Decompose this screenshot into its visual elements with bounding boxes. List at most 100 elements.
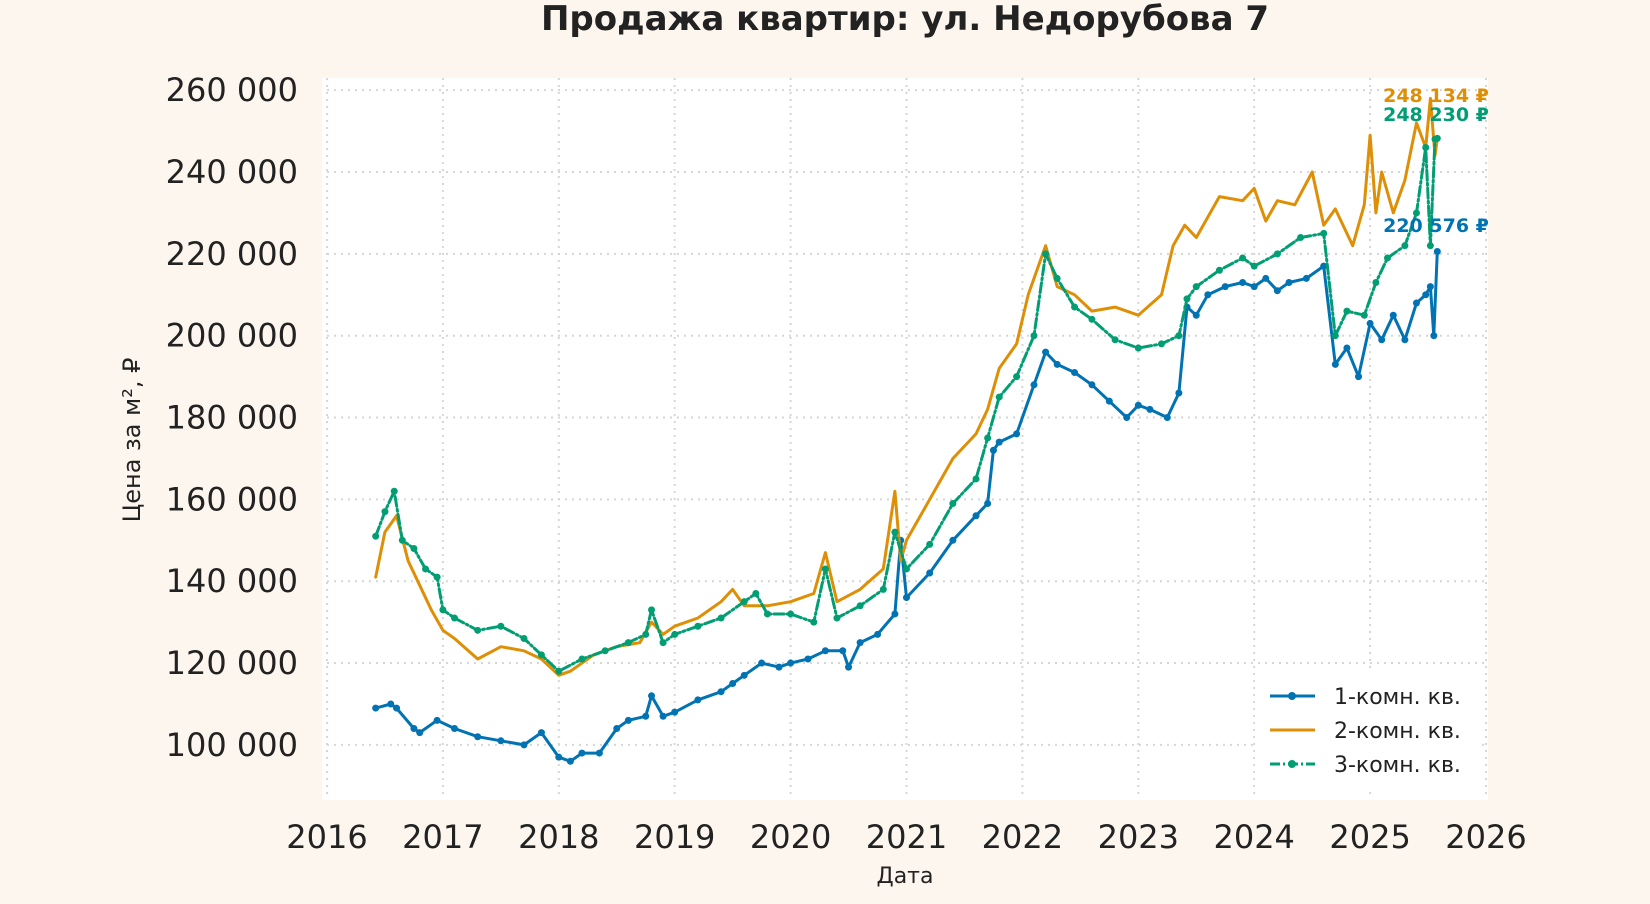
series-layer [372,96,1441,765]
end-label-layer: 220 576 ₽ 248 134 ₽248 230 ₽ [1383,85,1489,237]
series-end-label: 220 576 ₽ [1383,215,1489,237]
series-point [995,393,1003,401]
series-point [1378,336,1386,344]
series-point [601,647,609,655]
series-point [1088,381,1096,389]
series-point [949,536,957,544]
series-point [1042,348,1050,356]
series-end-label: 248 134 ₽ [1383,85,1489,107]
series-point [1013,373,1021,381]
y-tick-label: 120 000 [166,644,298,682]
y-axis-label: Цена за м², ₽ [118,358,146,523]
series-point [926,569,934,577]
series-point [433,573,441,581]
series-point [1239,254,1247,262]
series-point [520,635,528,643]
series-point [595,749,603,757]
series-point [845,663,853,671]
x-tick-label: 2020 [750,818,831,856]
series-point [752,589,760,597]
series-point [450,614,458,622]
series-point [1192,283,1200,291]
series-point [758,659,766,667]
x-tick-label: 2018 [518,818,599,856]
series-point [1302,274,1310,282]
series-point [1320,262,1328,270]
series-point [804,655,812,663]
legend-entry-label: 3-комн. кв. [1334,753,1461,778]
series-point [1013,430,1021,438]
series-line [374,136,1439,673]
series-point [474,733,482,741]
series-point [1030,332,1038,340]
chart-title: Продажа квартир: ул. Недорубова 7 [541,0,1269,39]
legend: 1-комн. кв. 2-комн. кв. 3-комн. кв. [1255,673,1477,788]
legend-entry-label: 2-комн. кв. [1334,719,1461,744]
series-point [410,544,418,552]
y-tick-label: 140 000 [166,562,298,600]
series-point [1175,332,1183,340]
series-point [642,630,650,638]
x-tick-label: 2016 [286,818,367,856]
series-point [1355,373,1363,381]
series-point [995,438,1003,446]
y-tick-label: 260 000 [166,71,298,109]
series-point [1331,360,1339,368]
series-point [387,700,395,708]
series-point [1250,262,1258,270]
series-end-label: 248 230 ₽ [1383,104,1489,126]
series-point [856,602,864,610]
series-point [694,622,702,630]
series-point [433,716,441,724]
series-point [1134,344,1142,352]
series-point [422,565,430,573]
series-point [740,671,748,679]
series-point [1285,279,1293,287]
series-point [1422,291,1430,299]
series-point [810,618,818,626]
series-point [891,528,899,536]
series-point [1426,283,1434,291]
series-point [1412,209,1420,217]
y-tick-label: 240 000 [166,153,298,191]
series-point [1250,283,1258,291]
series-point [642,712,650,720]
series-point [1105,397,1113,405]
series-point [1366,319,1374,327]
series-point [926,540,934,548]
series-point [717,688,725,696]
series-point [398,536,406,544]
series-point [1273,287,1281,295]
series-point [1343,307,1351,315]
series-point [659,639,667,647]
legend-marker [1288,692,1296,700]
x-tick-label: 2022 [982,818,1063,856]
series-point [1204,291,1212,299]
series-point [879,585,887,593]
series-point [1042,250,1050,258]
series-point [984,499,992,507]
x-tick-label: 2019 [634,818,715,856]
y-tick-label: 220 000 [166,235,298,273]
series-point [1221,283,1229,291]
series-point [1030,381,1038,389]
series-point [1053,274,1061,282]
series-point [1088,315,1096,323]
x-tick-label: 2021 [866,818,947,856]
series-point [1262,274,1270,282]
series-point [1360,311,1368,319]
series-point [1430,332,1438,340]
series-point [1071,369,1079,377]
series-point [1422,143,1430,151]
series-point [1320,229,1328,237]
series-point [372,532,380,540]
series-point [566,757,574,765]
series-point [1134,401,1142,409]
series-point [1071,303,1079,311]
series-point [984,434,992,442]
series-point [833,614,841,622]
series-point [903,594,910,602]
series-point [1433,134,1441,142]
tick-layer: 2016 2017 2018 2019 2020 2021 2022 2023 2024 2025… [166,71,1527,856]
